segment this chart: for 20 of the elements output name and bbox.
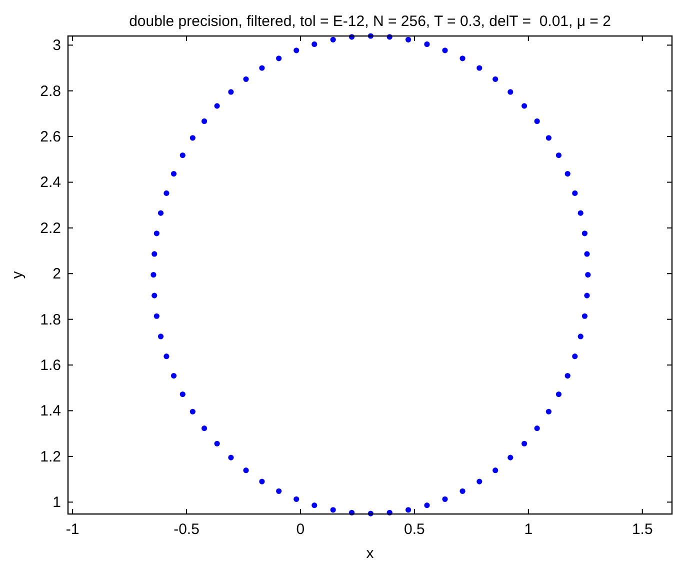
y-tick-label: 1.4 <box>40 402 61 420</box>
x-axis-title: x <box>366 545 374 562</box>
x-tick-label: 1.5 <box>632 521 653 538</box>
y-tick-label: 3 <box>52 37 61 54</box>
y-axis-title: y <box>9 270 26 279</box>
x-tick-label: 0.5 <box>404 521 425 538</box>
x-tick-label: -1 <box>66 521 80 538</box>
y-tick-label: 2.8 <box>40 82 61 100</box>
y-tick-label: 1.2 <box>40 448 61 466</box>
x-tick-label: -0.5 <box>174 521 200 538</box>
chart-title: double precision, filtered, tol = E-12, N = 256, T = 0.3, delT = 0.01, μ = 2 <box>129 13 611 30</box>
y-tick-label: 2 <box>52 266 61 283</box>
y-tick-label: 1.8 <box>40 311 61 328</box>
y-tick-label: 1 <box>52 494 61 512</box>
y-tick-label: 2.2 <box>40 220 61 237</box>
y-tick-label: 2.4 <box>40 174 61 192</box>
x-tick-label: 1 <box>524 521 533 538</box>
x-tick-label: 0 <box>296 521 305 538</box>
y-tick-label: 1.6 <box>40 357 61 374</box>
y-tick-label: 2.6 <box>40 128 61 146</box>
